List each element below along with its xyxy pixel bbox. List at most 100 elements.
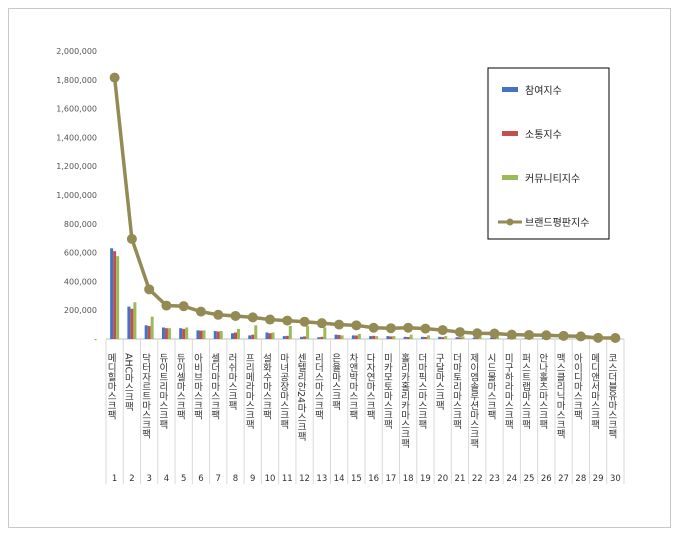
bar-커뮤니티지수 [496,336,499,339]
point-브랜드평판지수 [126,233,137,244]
point-브랜드평판지수 [524,329,535,340]
point-브랜드평판지수 [472,328,483,339]
bar-참여지수 [248,335,252,339]
bar-소통지수 [216,331,220,339]
bar-소통지수 [423,336,427,339]
legend-marker [506,218,514,226]
y-tick-label: 1,800,000 [56,76,97,85]
category-label: 센텔리안24마스크팩 [295,353,306,442]
category-index: 29 [593,474,604,484]
bar-참여지수 [231,333,234,339]
bar-소통지수 [147,326,151,339]
bar-소통지수 [251,334,255,339]
category-index: 20 [437,474,448,484]
category-label: AHC마스크팩 [122,353,133,412]
category-index: 19 [420,474,431,484]
bar-소통지수 [182,328,186,339]
category-label: 안나홀츠마스크팩 [537,353,548,430]
bar-커뮤니티지수 [237,328,240,339]
bar-참여지수 [472,337,476,339]
category-label: 제이엠솔루션마스크팩 [468,353,479,449]
category-index: 11 [282,474,293,484]
point-브랜드평판지수 [506,329,517,340]
bar-커뮤니티지수 [340,335,344,339]
y-tick-label: 200,000 [64,306,97,315]
bar-커뮤니티지수 [478,336,482,339]
point-브랜드평판지수 [593,332,604,343]
category-index: 4 [164,474,169,484]
point-브랜드평판지수 [558,330,569,341]
category-index: 17 [385,474,396,484]
bar-커뮤니티지수 [306,326,310,339]
legend-swatch [502,175,518,180]
category-label: 아비브마스크팩 [191,353,202,420]
category-index: 14 [334,474,345,484]
category-index: 9 [250,474,255,484]
category-index: 23 [489,474,500,484]
category-label: 미구하라마스크팩 [502,353,513,430]
category-index: 2 [129,474,134,484]
point-브랜드평판지수 [282,315,293,326]
bar-소통지수 [389,336,393,339]
point-브랜드평판지수 [109,72,120,83]
category-index: 27 [558,474,569,484]
y-tick-label: 400,000 [64,277,97,286]
category-index: 28 [575,474,586,484]
bar-소통지수 [337,334,341,339]
category-index: 18 [403,474,414,484]
category-label: 듀이셀마스크팩 [174,353,185,420]
bar-참여지수 [196,330,200,339]
bar-소통지수 [303,336,307,339]
bar-커뮤니티지수 [116,256,120,339]
bar-참여지수 [317,337,321,339]
bar-소통지수 [113,251,117,339]
bar-참여지수 [351,335,355,339]
category-label: 프리메라마스크팩 [243,353,254,430]
category-index: 6 [198,474,203,484]
category-index: 15 [351,474,362,484]
legend-label: 브랜드평판지수 [525,217,589,229]
category-label: 홀리카홀리카마스크팩 [399,352,410,449]
bar-소통지수 [441,337,445,339]
category-index: 22 [472,474,483,484]
point-브랜드평판지수 [144,284,155,295]
bar-소통지수 [372,335,376,339]
bar-참여지수 [179,328,183,339]
bar-참여지수 [300,336,304,339]
bar-커뮤니티지수 [409,334,413,339]
category-label: 더마픽스마스크팩 [416,353,427,430]
bar-참여지수 [213,331,217,339]
bar-참여지수 [455,337,459,339]
point-브랜드평판지수 [161,300,172,311]
y-tick-label: 1,200,000 [56,162,97,171]
legend-box [487,67,610,240]
category-index: 10 [265,474,276,484]
category-label: 더마토리마스크팩 [450,353,461,430]
bar-참여지수 [127,306,131,339]
y-tick-label: 1,600,000 [56,105,97,114]
bar-참여지수 [265,332,269,339]
bar-커뮤니티지수 [150,316,154,339]
bar-참여지수 [369,336,373,339]
y-tick-label: 1,000,000 [56,191,97,200]
category-index: 3 [146,474,151,484]
bar-참여지수 [161,327,165,339]
bar-소통지수 [354,335,358,339]
point-브랜드평판지수 [351,320,362,331]
category-label: 은율마스크팩 [330,353,341,411]
bar-소통지수 [406,336,410,339]
bar-커뮤니티지수 [219,331,223,339]
category-label: 설화수마스크팩 [261,353,272,420]
bar-커뮤니티지수 [254,325,258,339]
bar-소통지수 [285,335,289,339]
bar-커뮤니티지수 [271,332,275,339]
point-브랜드평판지수 [334,319,345,330]
category-index: 25 [524,474,535,484]
bar-커뮤니티지수 [392,336,396,339]
category-label: 코스더블유마스크팩 [606,353,617,439]
bar-소통지수 [234,332,237,339]
category-index: 12 [299,474,310,484]
point-브랜드평판지수 [489,328,500,339]
point-브랜드평판지수 [195,306,206,317]
bar-소통지수 [268,333,272,339]
